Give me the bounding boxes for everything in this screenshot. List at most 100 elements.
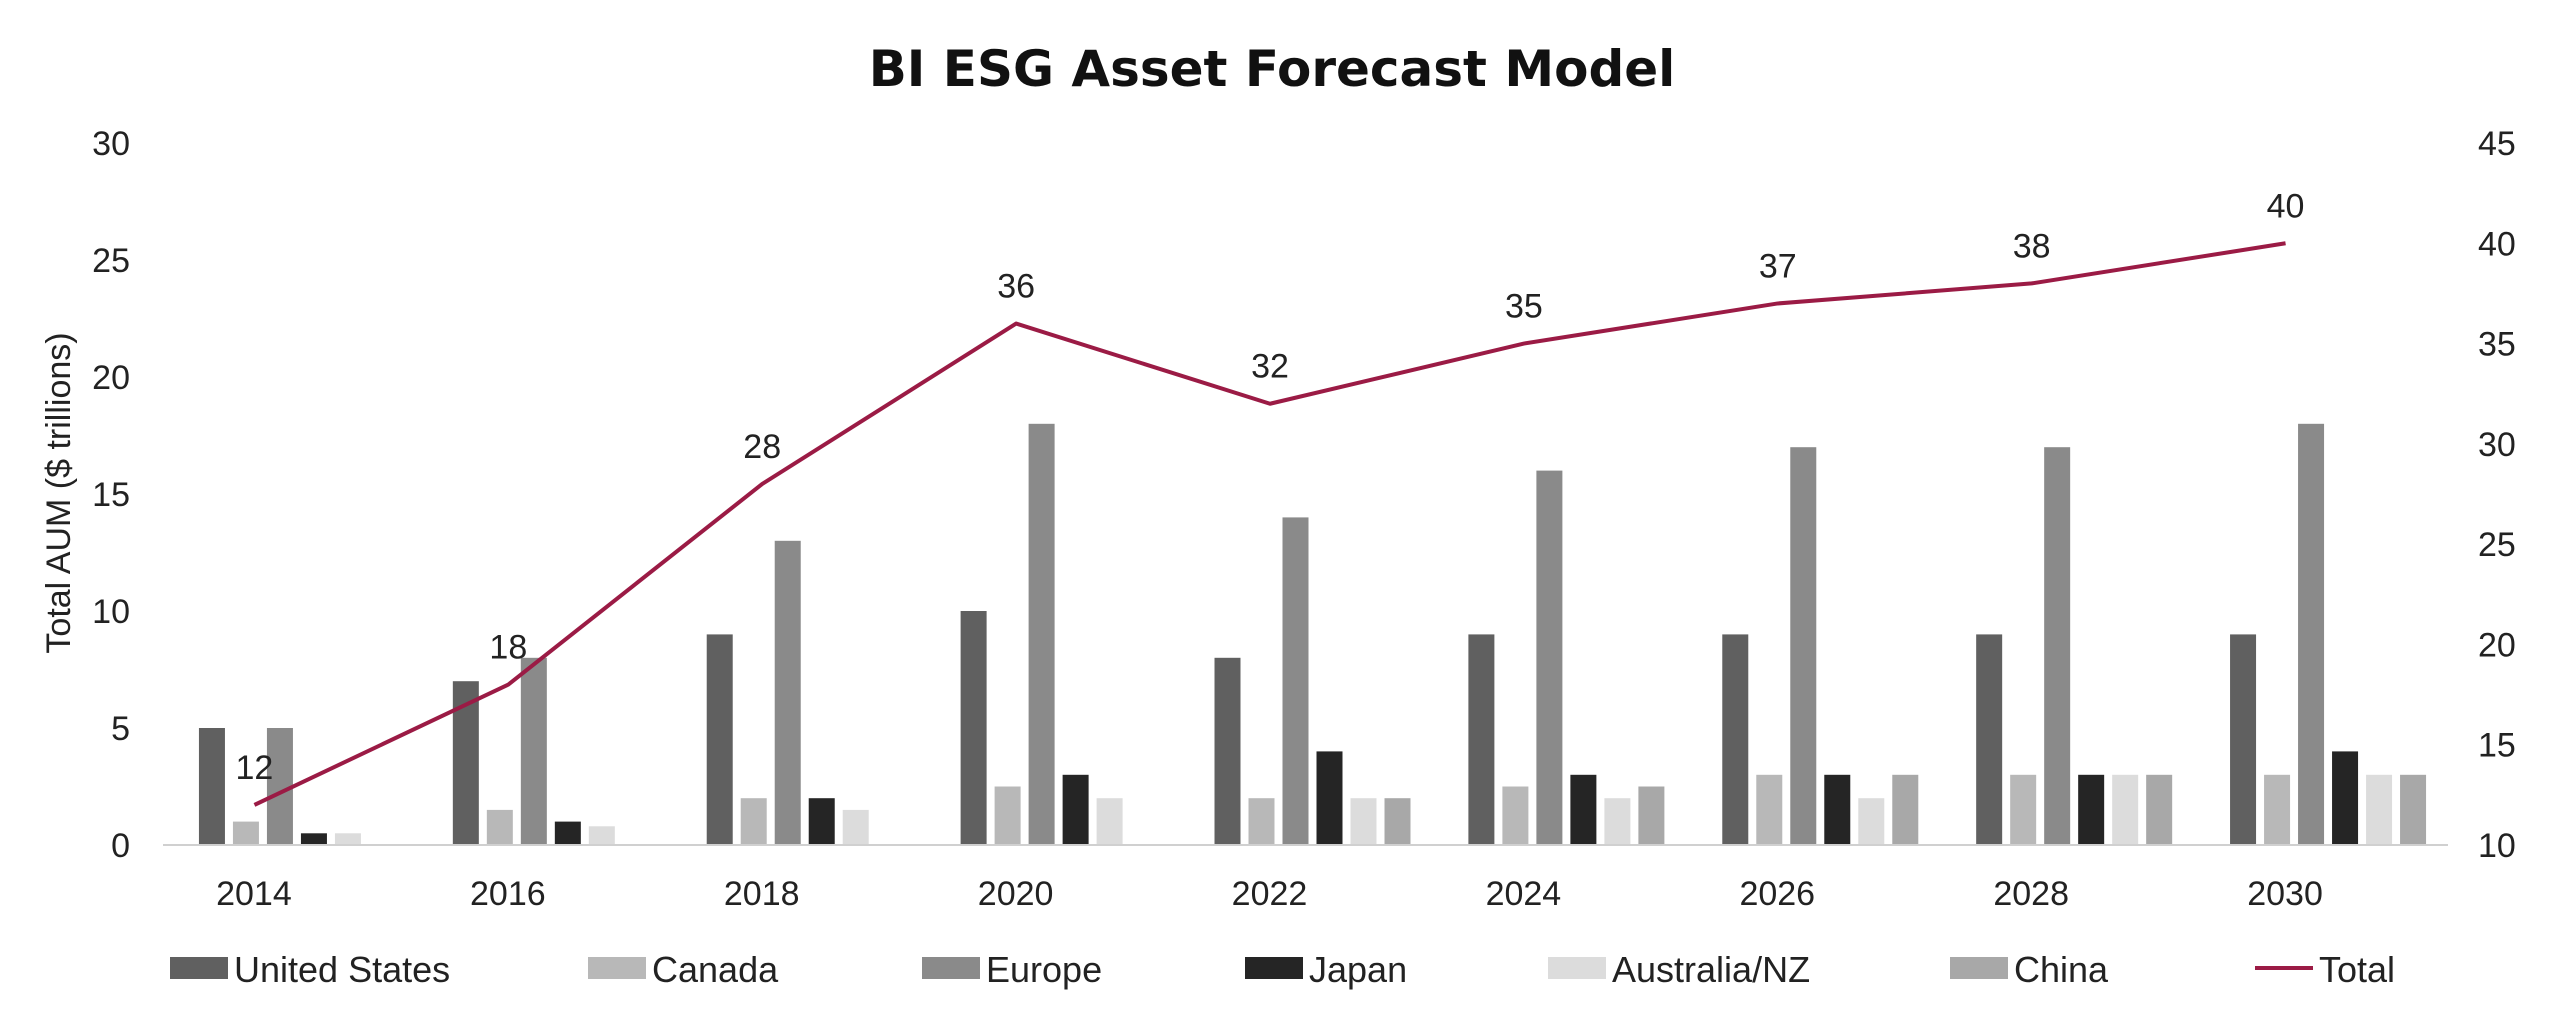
y-tick-label: 30 xyxy=(92,125,130,163)
bar-canada xyxy=(1756,774,1783,845)
legend-item-australia-nz: Australia/NZ xyxy=(1548,949,1810,990)
bar-canada xyxy=(740,798,767,845)
x-tick-label: 2022 xyxy=(1232,875,1308,913)
total-data-label: 37 xyxy=(1759,247,1797,285)
bar-canada xyxy=(1502,786,1529,845)
bar-europe xyxy=(774,540,801,845)
total-data-label: 12 xyxy=(236,749,274,787)
bar-europe xyxy=(1028,423,1055,845)
legend-label: Japan xyxy=(1309,949,1407,990)
bar-canada xyxy=(486,809,513,845)
y-tick-label: 25 xyxy=(92,242,130,280)
bar-canada xyxy=(994,786,1021,845)
y2-tick-label: 30 xyxy=(2478,426,2516,464)
total-line xyxy=(253,241,2286,807)
legend-item-total: Total xyxy=(2255,949,2395,990)
legend-label: China xyxy=(2014,949,2109,990)
bar-canada xyxy=(2010,774,2037,845)
bar-australia-nz xyxy=(842,809,869,845)
legend-label: Australia/NZ xyxy=(1612,949,1810,990)
y2-tick-label: 40 xyxy=(2478,225,2516,263)
legend-item-japan: Japan xyxy=(1245,949,1407,990)
bar-japan xyxy=(300,833,327,845)
bar-canada xyxy=(1248,798,1275,845)
total-data-label: 35 xyxy=(1505,288,1543,326)
y2-tick-label: 15 xyxy=(2478,727,2516,765)
axes-group: 0 5 10 15 20 25 30 10 15 20 25 30 35 40 45 2014 2016 2018… xyxy=(92,125,2516,913)
x-tick-label: 2018 xyxy=(724,875,800,913)
bar-japan xyxy=(1824,774,1851,845)
bar-united-states xyxy=(1722,634,1749,845)
bar-japan xyxy=(2332,751,2359,845)
bar-europe xyxy=(520,657,547,845)
bar-europe xyxy=(1282,517,1309,845)
bar-australia-nz xyxy=(1096,798,1123,845)
total-data-label: 36 xyxy=(997,268,1035,306)
y-tick-label: 10 xyxy=(92,593,130,631)
legend-label: Canada xyxy=(652,949,779,990)
y2-tick-label: 25 xyxy=(2478,526,2516,564)
y-tick-label: 15 xyxy=(92,476,130,514)
legend-swatch xyxy=(1548,957,1606,979)
y-tick-label: 5 xyxy=(111,710,130,748)
x-tick-label: 2014 xyxy=(216,875,292,913)
bar-series-group xyxy=(198,423,2427,845)
bar-united-states xyxy=(706,634,733,845)
legend-item-canada: Canada xyxy=(588,949,779,990)
bar-united-states xyxy=(2230,634,2257,845)
legend-item-europe: Europe xyxy=(922,949,1102,990)
bar-australia-nz xyxy=(1858,798,1885,845)
bar-canada xyxy=(2264,774,2291,845)
x-tick-label: 2016 xyxy=(470,875,546,913)
bar-china xyxy=(2146,774,2173,845)
bar-australia-nz xyxy=(588,826,615,845)
y2-tick-label: 45 xyxy=(2478,125,2516,163)
y2-tick-label: 35 xyxy=(2478,326,2516,364)
total-data-label: 32 xyxy=(1251,348,1289,386)
bar-united-states xyxy=(1976,634,2003,845)
total-data-label: 40 xyxy=(2267,187,2305,225)
bar-europe xyxy=(2044,447,2071,845)
bar-united-states xyxy=(1214,657,1241,845)
legend-label: Total xyxy=(2319,949,2395,990)
bar-europe xyxy=(1790,447,1817,845)
bar-europe xyxy=(2298,423,2325,845)
bar-china xyxy=(2400,774,2427,845)
legend: United States Canada Europe Japan Australia/… xyxy=(170,949,2395,990)
x-tick-label: 2024 xyxy=(1486,875,1562,913)
bar-canada xyxy=(232,821,259,845)
bar-australia-nz xyxy=(334,833,361,845)
bar-united-states xyxy=(960,611,987,845)
legend-item-united-states: United States xyxy=(170,949,450,990)
legend-swatch xyxy=(1950,957,2008,979)
legend-swatch xyxy=(922,957,980,979)
bar-japan xyxy=(554,821,581,845)
chart-title: BI ESG Asset Forecast Model xyxy=(869,40,1676,98)
total-data-label: 28 xyxy=(743,428,781,466)
x-tick-label: 2020 xyxy=(978,875,1054,913)
bar-australia-nz xyxy=(2112,774,2139,845)
bar-china xyxy=(1638,786,1665,845)
total-data-label: 38 xyxy=(2013,227,2051,265)
bar-japan xyxy=(808,798,835,845)
bar-united-states xyxy=(1468,634,1495,845)
legend-swatch xyxy=(1245,957,1303,979)
x-tick-label: 2026 xyxy=(1739,875,1815,913)
bar-china xyxy=(1892,774,1919,845)
bar-japan xyxy=(1062,774,1089,845)
y-axis-label: Total AUM ($ trillions) xyxy=(40,332,78,653)
y-tick-label: 20 xyxy=(92,359,130,397)
total-line-group: 12 18 28 36 32 35 37 38 40 xyxy=(236,187,2305,807)
total-data-label: 18 xyxy=(489,629,527,667)
legend-swatch xyxy=(588,957,646,979)
bar-japan xyxy=(1570,774,1597,845)
bar-japan xyxy=(2078,774,2105,845)
bar-australia-nz xyxy=(1350,798,1377,845)
x-tick-label: 2028 xyxy=(1993,875,2069,913)
y2-tick-label: 20 xyxy=(2478,626,2516,664)
legend-item-china: China xyxy=(1950,949,2109,990)
bar-australia-nz xyxy=(2366,774,2393,845)
bar-china xyxy=(1384,798,1411,845)
bar-australia-nz xyxy=(1604,798,1631,845)
